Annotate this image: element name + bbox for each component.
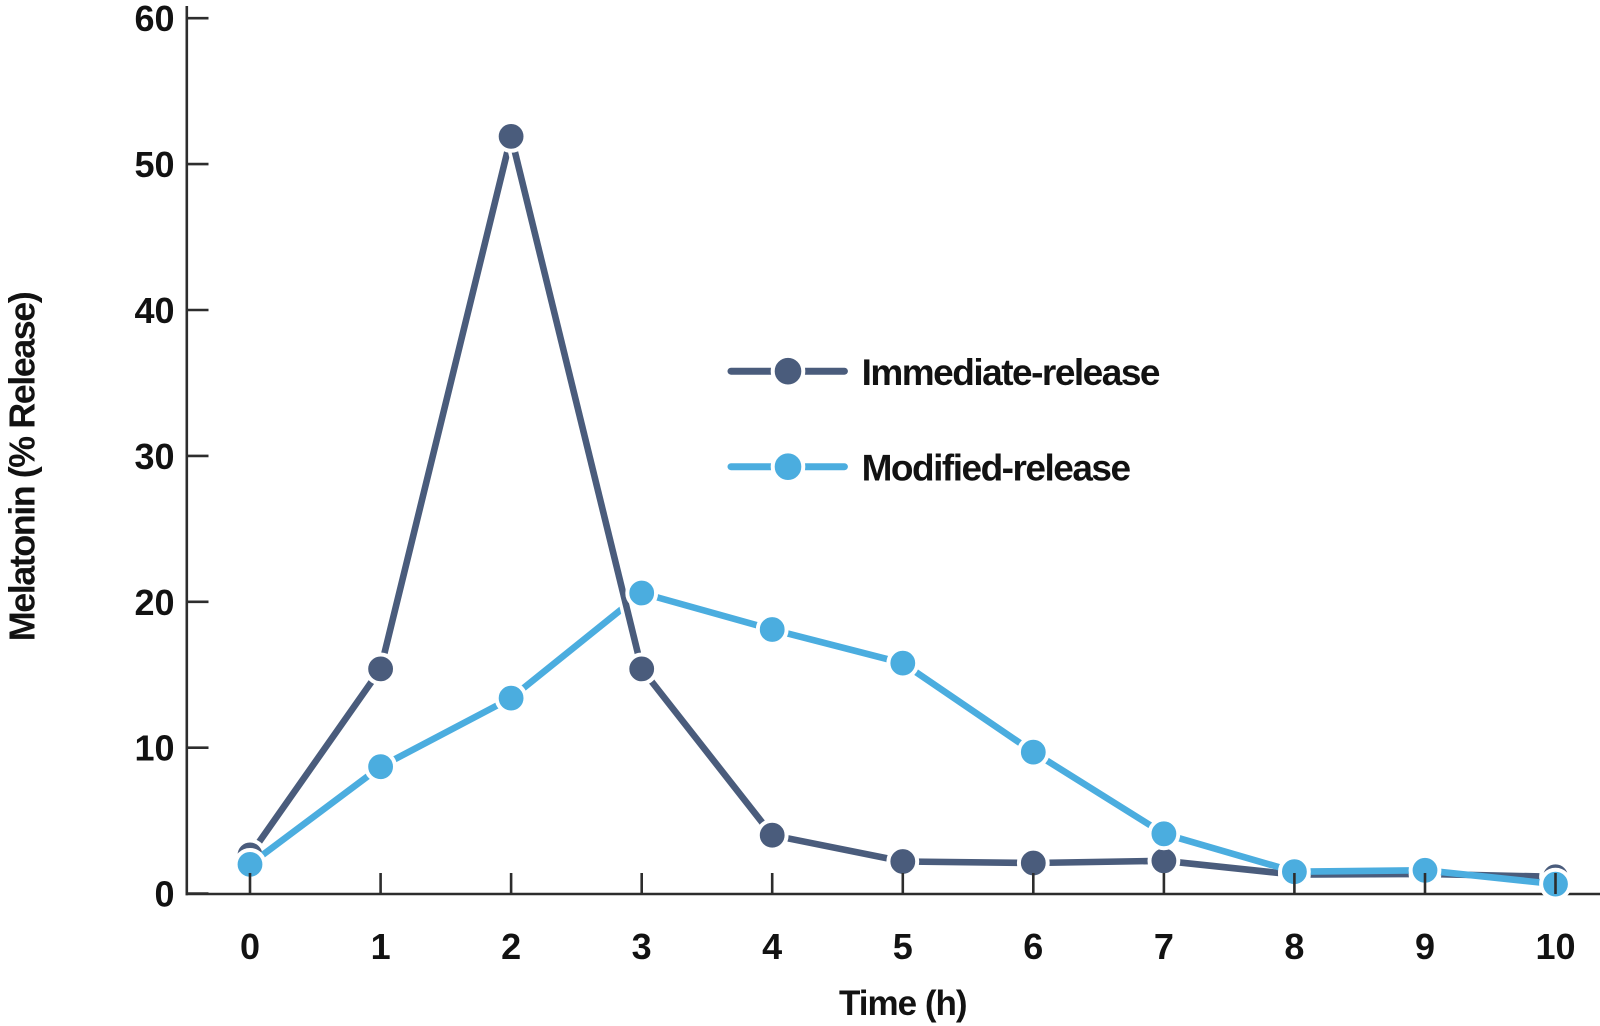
svg-text:10: 10: [134, 728, 174, 769]
svg-text:3: 3: [632, 926, 652, 967]
svg-text:0: 0: [154, 874, 174, 915]
svg-text:6: 6: [1023, 926, 1043, 967]
svg-text:Melatonin (% Release): Melatonin (% Release): [2, 292, 43, 641]
svg-text:5: 5: [893, 926, 913, 967]
svg-text:7: 7: [1154, 926, 1174, 967]
svg-text:10: 10: [1535, 926, 1575, 967]
svg-text:50: 50: [134, 144, 174, 185]
svg-text:20: 20: [134, 582, 174, 623]
svg-text:Immediate-release: Immediate-release: [862, 352, 1160, 393]
svg-text:4: 4: [762, 926, 782, 967]
svg-text:Modified-release: Modified-release: [862, 448, 1131, 489]
svg-text:60: 60: [134, 0, 174, 39]
svg-text:40: 40: [134, 290, 174, 331]
svg-text:0: 0: [240, 926, 260, 967]
svg-text:9: 9: [1415, 926, 1435, 967]
svg-text:8: 8: [1284, 926, 1304, 967]
svg-text:1: 1: [371, 926, 391, 967]
svg-text:30: 30: [134, 436, 174, 477]
svg-text:Time (h): Time (h): [839, 984, 966, 1023]
svg-text:2: 2: [501, 926, 521, 967]
